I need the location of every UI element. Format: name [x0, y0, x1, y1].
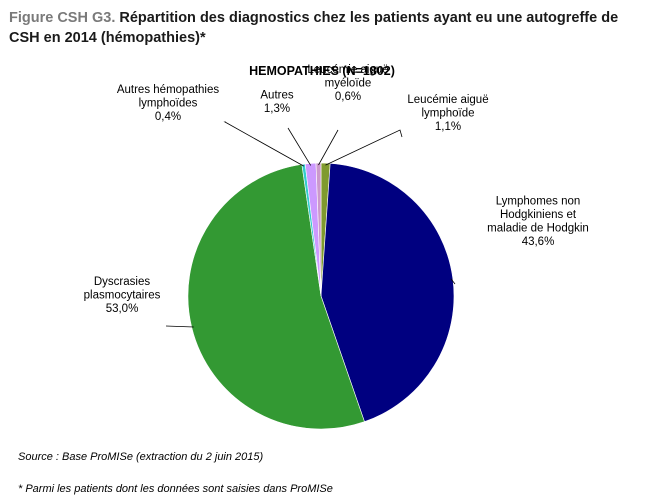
pie-slice-1 [320, 162, 455, 423]
slice-value-label-3: 0,4% [155, 111, 181, 123]
source-note: Source : Base ProMISe (extraction du 2 j… [18, 451, 264, 463]
leader-lines [165, 121, 456, 328]
slice-label-1-line-0: Lymphomes non [496, 196, 581, 208]
slice-label-1-line-2: maladie de Hodgkin [487, 223, 589, 235]
chart-title: HEMOPATHIES (N=1802) [249, 64, 395, 78]
slice-value-label-4: 1,3% [264, 103, 290, 115]
slice-value-label-5: 0,6% [335, 91, 361, 103]
slice-label-3-line-1: lymphoïdes [139, 98, 198, 110]
leader-line-5 [318, 129, 339, 166]
slice-label-4-line-0: Autres [260, 90, 293, 102]
slice-label-0-line-0: Leucémie aiguë [407, 94, 488, 106]
figure-title-text: Répartition des diagnostics chez les pat… [9, 10, 619, 46]
slice-label-3-line-0: Autres hémopathies [117, 84, 220, 96]
leader-line-3 [223, 121, 304, 167]
pie-slices [187, 162, 455, 430]
pie-slice-2 [187, 164, 365, 430]
leader-line-0 [325, 129, 403, 166]
slice-label-2-line-0: Dyscrasies [94, 276, 150, 288]
slice-label-5-line-1: myéloïde [325, 78, 372, 90]
slice-label-0-line-1: lymphoïde [421, 108, 474, 120]
slice-value-label-2: 53,0% [106, 303, 139, 315]
footnote: * Parmi les patients dont les données so… [18, 483, 333, 495]
pie-slice-5 [315, 162, 322, 297]
slice-label-2-line-1: plasmocytaires [84, 290, 161, 302]
slice-value-label-0: 1,1% [435, 121, 461, 133]
figure-title: Figure CSH G3. Répartition des diagnosti… [9, 8, 634, 48]
leader-line-1 [450, 278, 456, 285]
leader-line-2 [165, 325, 194, 328]
slice-label-5-line-0: Leucémie aiguë [307, 64, 388, 76]
slice-label-1-line-1: Hodgkiniens et [500, 209, 577, 221]
slice-value-label-1: 43,6% [522, 236, 555, 248]
leader-line-4 [287, 127, 312, 166]
figure-label: Figure CSH G3. [9, 10, 116, 26]
